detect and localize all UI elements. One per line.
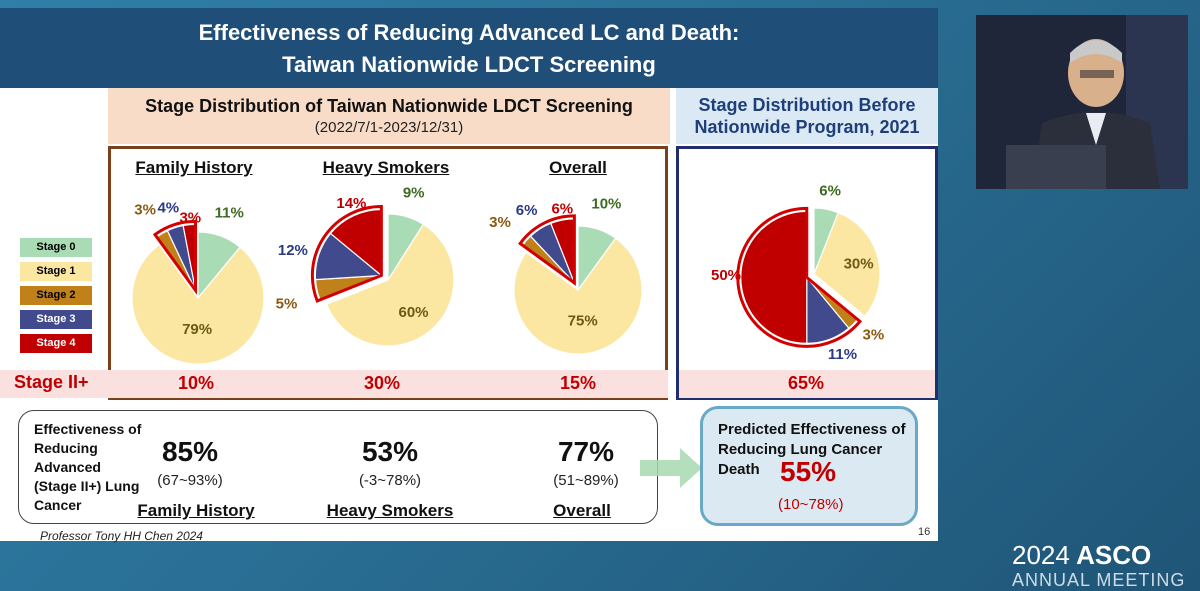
pie-3-slice-stage-1 — [513, 237, 643, 355]
footer-credit: Professor Tony HH Chen 2024 — [40, 529, 203, 543]
effectiveness-pct-heavy-smokers: 53% — [361, 436, 419, 467]
pie-1-label-stage-0: 11% — [215, 204, 244, 221]
pie-4-slice-stage-1 — [813, 211, 881, 317]
title-line-1: Effectiveness of Reducing Advanced LC an… — [198, 20, 740, 45]
pie-4-label-stage-3: 11% — [828, 346, 857, 363]
legend-stage-4: Stage 4 — [20, 334, 92, 353]
pie-2-advanced-outline — [310, 204, 383, 303]
pre-program-pie-box — [676, 146, 938, 400]
pie-3-label-stage-1: 75% — [568, 313, 598, 330]
right-header-line-1: Stage Distribution Before — [698, 95, 916, 115]
predicted-pct: 55% — [780, 456, 837, 487]
asco-name: ASCO — [1076, 540, 1152, 570]
effectiveness-name-family-history: Family History — [137, 501, 255, 520]
pie-1-label-stage-3: 4% — [157, 200, 179, 217]
pie-3-label-stage-4: 6% — [551, 201, 573, 218]
asco-annual-meeting: ANNUAL MEETING — [1012, 570, 1186, 590]
pie-2-label-stage-2: 5% — [276, 296, 298, 313]
predicted-text: Predicted Effectiveness of Reducing Lung… — [718, 421, 906, 478]
pie-1-label-stage-1: 79% — [182, 321, 212, 338]
stage2plus-row-right — [679, 370, 935, 398]
pie-4-label-stage-2: 3% — [863, 326, 885, 343]
pie-title-heavy-smokers: Heavy Smokers — [322, 158, 450, 177]
legend-stage-3: Stage 3 — [20, 310, 92, 329]
effectiveness-ci-family-history: (67~93%) — [157, 472, 223, 489]
asco-logo: 2024 ASCO — [1012, 540, 1151, 571]
pie-2-label-stage-4: 14% — [336, 195, 366, 212]
pie-1-advanced-outline — [152, 219, 198, 296]
pie-4-label-stage-0: 6% — [819, 183, 841, 200]
stage2plus-label: Stage II+ — [14, 372, 89, 392]
pie-title-overall: Overall — [549, 158, 607, 177]
pie-4-advanced-outline — [736, 206, 863, 348]
stage2plus-row-left — [0, 370, 668, 398]
legend-stage-2: Stage 2 — [20, 286, 92, 305]
pie-4-label-stage-1: 30% — [844, 256, 874, 273]
slide: Effectiveness of Reducing Advanced LC an… — [0, 8, 938, 543]
asco-year: 2024 — [1012, 540, 1070, 570]
pie-2-label-stage-0: 9% — [403, 185, 425, 202]
effectiveness-box — [18, 410, 658, 524]
effectiveness-name-overall: Overall — [553, 501, 611, 520]
pie-3-label-stage-2: 3% — [489, 214, 511, 231]
pie-2-slice-stage-1 — [325, 223, 455, 347]
pie-4-label-stage-4: 50% — [711, 267, 741, 284]
screening-pies-box — [108, 146, 668, 400]
pie-3-label-stage-3: 6% — [516, 202, 538, 219]
stage2plus-family-history: 10% — [177, 373, 215, 393]
pie-1-label-stage-2: 3% — [134, 202, 156, 219]
effectiveness-name-heavy-smokers: Heavy Smokers — [326, 501, 454, 520]
pie-4: 6% 30% 3% 11% 50% — [711, 183, 884, 364]
effectiveness-ci-overall: (51~89%) — [553, 472, 619, 489]
predicted-ci: (10~78%) — [778, 496, 844, 513]
pie-charts: 11%79%3% 4%3%9%60%5%12%14% 10%75%3%6% 6%6%3… — [131, 183, 884, 365]
effectiveness-pct-family-history: 85% — [161, 436, 219, 467]
pie-4-slice-stage-4 — [740, 210, 808, 345]
pie-3: 10% 75% 3% 6% 6% — [489, 196, 643, 355]
title-line-2: Taiwan Nationwide LDCT Screening — [282, 52, 656, 77]
pie-1-slice-stage-1 — [131, 243, 265, 365]
arrow-icon — [640, 448, 702, 488]
legend-stage-1: Stage 1 — [20, 262, 92, 281]
effectiveness-label: Effectiveness of Reducing Advanced (Stag… — [34, 421, 142, 513]
legend-stage-0: Stage 0 — [20, 238, 92, 257]
pie-1: 11%79%3% 4%3% — [131, 200, 265, 365]
pie-3-label-stage-0: 10% — [591, 196, 621, 213]
pie-3-advanced-outline — [518, 214, 576, 286]
stage2plus-heavy-smokers: 30% — [363, 373, 401, 393]
speaker-video — [976, 15, 1188, 189]
page-number: 16 — [918, 526, 931, 538]
effectiveness-ci-heavy-smokers: (-3~78%) — [358, 472, 422, 489]
stage2plus-2021: 65% — [787, 373, 825, 393]
pie-2-label-stage-3: 12% — [278, 242, 308, 259]
pie-title-family-history: Family History — [135, 158, 253, 177]
speaker-icon — [976, 15, 1188, 189]
right-header: Stage Distribution Before Nationwide Pro… — [676, 88, 938, 144]
pie-2-label-stage-1: 60% — [398, 304, 428, 321]
left-header: Stage Distribution of Taiwan Nationwide … — [108, 88, 670, 144]
left-header-subtitle: (2022/7/1-2023/12/31) — [314, 119, 464, 136]
predicted-box — [700, 406, 918, 526]
effectiveness-pct-overall: 77% — [557, 436, 615, 467]
left-header-title: Stage Distribution of Taiwan Nationwide … — [145, 96, 633, 116]
slide-title: Effectiveness of Reducing Advanced LC an… — [0, 8, 938, 88]
stage-legend: Stage 0 Stage 1 Stage 2 Stage 3 Stage 4 — [20, 238, 92, 358]
pie-2: 9% 60% 5% 12% 14% — [276, 185, 455, 347]
right-header-line-2: Nationwide Program, 2021 — [694, 117, 920, 137]
stage2plus-overall: 15% — [559, 373, 597, 393]
